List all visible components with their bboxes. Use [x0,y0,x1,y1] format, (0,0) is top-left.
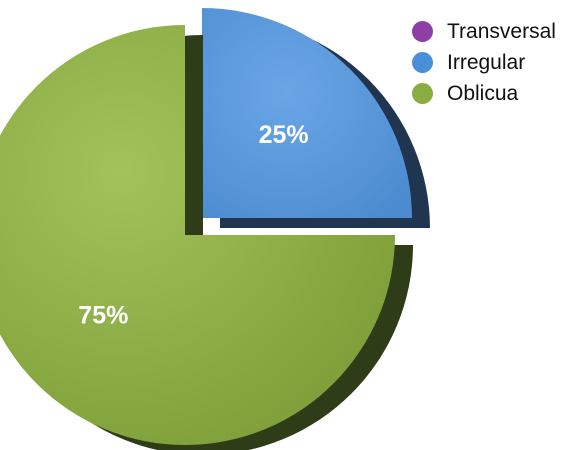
legend-label-irregular: Irregular [447,50,526,74]
slice-value-label-irregular: 25% [259,121,309,149]
pie-slice-oblicua [0,25,395,445]
pie-slice-irregular [201,8,412,219]
legend-item-irregular: Irregular [412,47,580,78]
legend-item-transversal: Transversal [412,16,580,47]
legend: Transversal Irregular Oblicua [412,16,580,109]
slice-labels-layer: 25% 75% [78,121,308,329]
legend-label-oblicua: Oblicua [447,81,519,105]
legend-label-transversal: Transversal [447,19,556,43]
legend-swatch-oblicua [412,83,433,104]
legend-swatch-transversal [412,21,433,42]
slices-layer [0,8,430,450]
legend-item-oblicua: Oblicua [412,78,580,109]
slice-value-label-oblicua: 75% [78,301,128,329]
legend-swatch-irregular [412,52,433,73]
